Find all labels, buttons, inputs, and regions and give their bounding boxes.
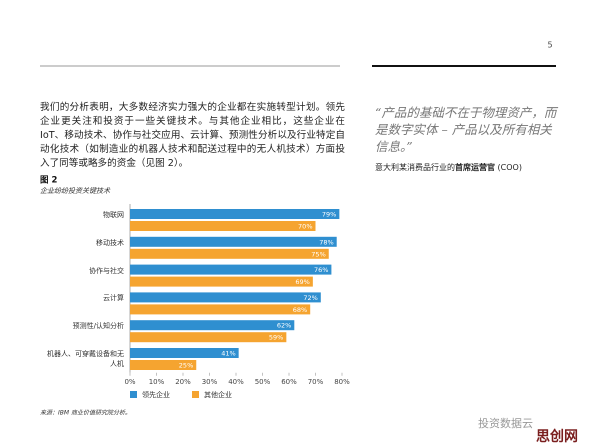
bar — [130, 276, 313, 287]
bar — [130, 360, 197, 370]
quote: “产品的基础不在于物理资产，而是数字实体 – 产品以及所有相关信息。” — [375, 105, 557, 154]
category-label: 移动技术 — [96, 238, 124, 247]
attribution: 意大利某消费品行业的首席运营官 (COO) — [375, 162, 522, 173]
x-tick-label: 50% — [255, 378, 271, 386]
bar — [130, 209, 340, 219]
value-label: 75% — [311, 250, 325, 258]
bar — [130, 248, 329, 259]
bar — [130, 236, 337, 247]
x-tick-label: 70% — [308, 378, 324, 386]
bar — [130, 264, 332, 275]
value-label: 79% — [322, 211, 336, 219]
value-label: 68% — [293, 306, 307, 314]
attribution-text: (COO) — [495, 163, 522, 172]
value-label: 78% — [319, 238, 333, 246]
legend-swatch — [192, 391, 199, 398]
legend-swatch — [130, 391, 137, 398]
paragraph: 我们的分析表明，大多数经济实力强大的企业都在实施转型计划。领先企业更关注和投资于… — [40, 102, 345, 169]
value-label: 62% — [277, 322, 291, 330]
page-number: 5 — [547, 41, 552, 50]
x-tick-label: 0% — [124, 378, 135, 386]
bar — [130, 292, 321, 303]
figure-label: 图 2 — [40, 176, 57, 186]
x-tick-label: 20% — [175, 378, 191, 386]
legend-label: 其他企业 — [204, 390, 232, 399]
value-label: 41% — [221, 350, 235, 358]
value-label: 25% — [179, 362, 193, 370]
category-label: 协作与社交 — [89, 266, 124, 275]
bar — [130, 221, 316, 231]
watermark: 投资数据云 — [478, 416, 533, 430]
legend-label: 领先企业 — [142, 390, 170, 399]
x-tick-label: 40% — [228, 378, 244, 386]
value-label: 69% — [295, 278, 309, 286]
category-label: 机器人、可穿戴设备和无人机 — [47, 350, 124, 368]
watermark: 思创网 — [536, 428, 578, 445]
attribution-role: 首席运营官 — [455, 163, 495, 172]
category-label: 预测性/认知分析 — [72, 322, 124, 331]
x-tick-label: 30% — [202, 378, 218, 386]
x-tick-label: 10% — [149, 378, 165, 386]
bar — [130, 304, 311, 315]
value-label: 70% — [298, 223, 312, 231]
bar — [130, 348, 239, 358]
category-label: 物联网 — [103, 211, 124, 219]
x-tick-label: 80% — [334, 378, 350, 386]
bar — [130, 332, 287, 343]
value-label: 72% — [303, 294, 317, 302]
category-label: 云计算 — [103, 294, 124, 303]
attribution-text: 意大利某消费品行业的 — [375, 163, 455, 172]
value-label: 59% — [269, 334, 283, 342]
source: 来源：IBM 商业价值研究院分析。 — [40, 409, 131, 417]
chart-title: 企业纷纷投资关键技术 — [40, 187, 111, 195]
bar — [130, 320, 295, 331]
value-label: 76% — [314, 266, 328, 274]
x-tick-label: 60% — [281, 378, 297, 386]
